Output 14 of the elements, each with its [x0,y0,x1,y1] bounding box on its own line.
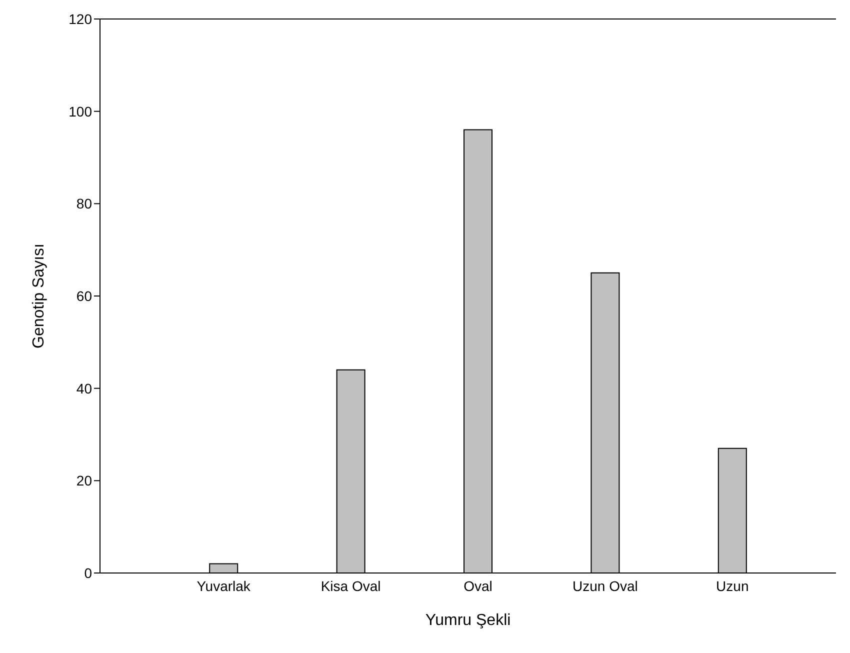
x-tick-label: Kisa Oval [320,578,381,594]
y-axis-title: Genotip Sayısı [30,244,48,348]
y-tick-label: 20 [76,472,92,489]
x-tick-label: Oval [464,578,492,594]
y-tick-label: 60 [76,288,92,304]
y-tick-label: 120 [68,10,92,27]
x-tick-label: Uzun [716,578,749,594]
y-tick-label: 80 [76,196,92,212]
y-tick-label: 40 [76,380,92,396]
x-tick-label: Uzun Oval [572,578,638,594]
x-tick-label: Yuvarlak [196,578,252,594]
y-tick-label: 0 [84,564,92,581]
y-tick-label: 100 [68,103,92,120]
x-axis-title: Yumru Şekli [425,612,511,629]
